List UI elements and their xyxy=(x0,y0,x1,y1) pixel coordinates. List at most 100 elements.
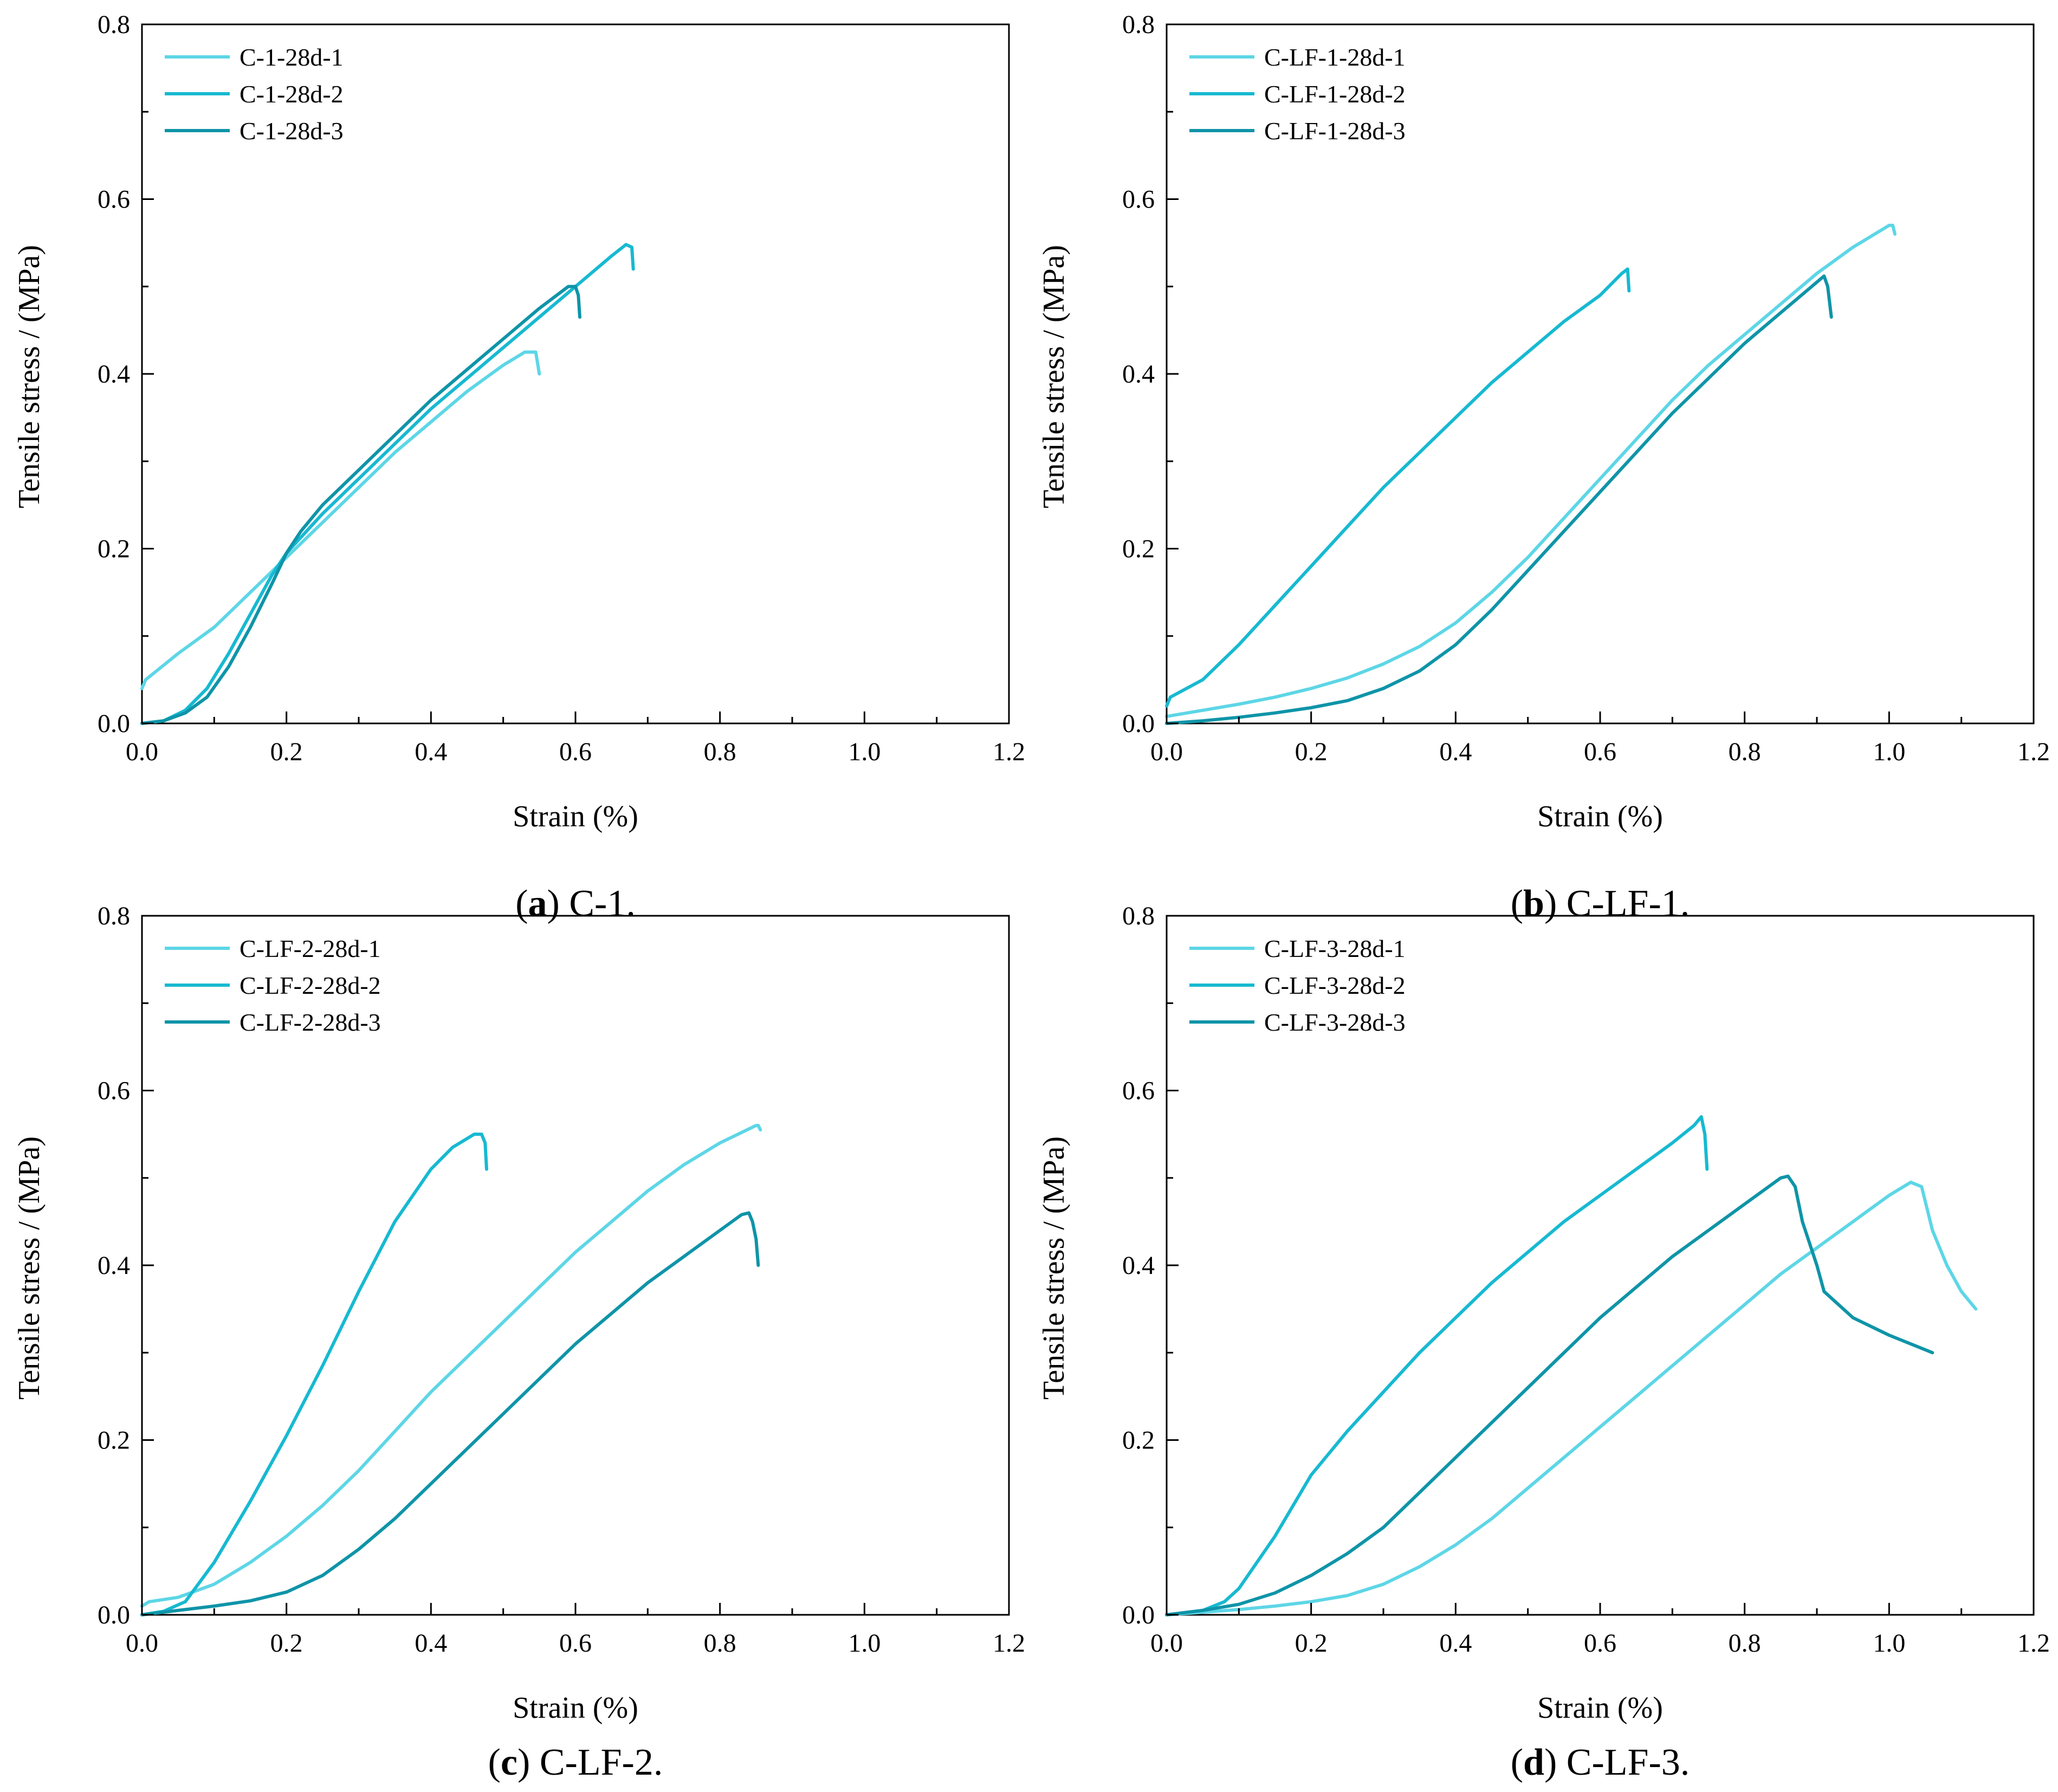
x-tick-label: 0.0 xyxy=(126,737,158,766)
y-axis: Tensile stress / (MPa) 0.0 0.2 0.4 0.6 0.8 xyxy=(12,10,154,738)
series-line-3 xyxy=(1165,1174,1934,1616)
caption-label: C-LF-2. xyxy=(540,1742,663,1783)
x-tick-label: 0.8 xyxy=(1729,1629,1761,1658)
x-tick-label: 0.0 xyxy=(126,1629,158,1658)
y-axis-title: Tensile stress / (MPa) xyxy=(12,245,46,508)
y-axis: Tensile stress / (MPa) 0.0 0.2 0.4 0.6 0.8 xyxy=(1037,10,1179,738)
x-tick-label: 0.0 xyxy=(1150,737,1183,766)
series-line-1 xyxy=(140,1124,762,1608)
caption-letter: a xyxy=(528,883,547,924)
series-line-2 xyxy=(1165,267,1631,708)
x-tick-label: 0.6 xyxy=(559,1629,592,1658)
legend-label: C-1-28d-2 xyxy=(240,80,344,108)
panel-caption: (b) C-LF-1. xyxy=(1511,883,1690,924)
x-tick-label: 1.2 xyxy=(2017,737,2050,766)
y-tick-label: 0.0 xyxy=(98,1601,130,1629)
legend-label: C-LF-3-28d-3 xyxy=(1264,1008,1406,1036)
panel-a: Tensile stress / (MPa) 0.0 0.2 0.4 0.6 0.8 S… xyxy=(12,10,1025,924)
x-tick-label: 0.2 xyxy=(270,1629,303,1658)
y-tick-label: 0.8 xyxy=(98,10,130,39)
x-axis-title: Strain (%) xyxy=(513,800,638,833)
legend: C-LF-1-28d-1 C-LF-1-28d-2 C-LF-1-28d-3 xyxy=(1189,43,1406,145)
y-tick-label: 0.8 xyxy=(1122,10,1155,39)
y-tick-label: 0.4 xyxy=(98,1251,130,1280)
caption-letter: c xyxy=(501,1742,517,1783)
legend-label: C-LF-1-28d-1 xyxy=(1264,43,1406,71)
y-tick-label: 0.6 xyxy=(1122,1077,1155,1105)
y-tick-label: 0.8 xyxy=(98,902,130,930)
x-tick-label: 0.4 xyxy=(1439,1629,1472,1658)
x-tick-label: 1.0 xyxy=(1873,1629,1905,1658)
series-line-3 xyxy=(140,1211,760,1616)
series-line-1 xyxy=(1165,223,1897,719)
legend-label: C-1-28d-3 xyxy=(240,117,344,145)
series-line-2 xyxy=(1165,1115,1709,1616)
caption-label: C-LF-3. xyxy=(1567,1742,1690,1783)
y-tick-label: 0.4 xyxy=(98,360,130,389)
y-tick-label: 0.2 xyxy=(1122,535,1155,564)
x-tick-label: 0.4 xyxy=(415,737,447,766)
x-tick-label: 0.2 xyxy=(1295,1629,1328,1658)
y-tick-label: 0.4 xyxy=(1122,1251,1155,1280)
x-tick-label: 0.6 xyxy=(1584,1629,1616,1658)
legend-label: C-LF-1-28d-3 xyxy=(1264,117,1406,145)
series-line-3 xyxy=(1165,274,1833,725)
series-line-1 xyxy=(140,350,541,690)
y-axis-title: Tensile stress / (MPa) xyxy=(12,1136,46,1400)
y-tick-label: 0.0 xyxy=(1122,709,1155,738)
panel-caption: (a) C-1. xyxy=(515,883,636,924)
legend-label: C-LF-3-28d-2 xyxy=(1264,972,1406,999)
legend-label: C-LF-3-28d-1 xyxy=(1264,935,1406,962)
x-axis-title: Strain (%) xyxy=(1537,1691,1663,1725)
legend-label: C-LF-2-28d-2 xyxy=(240,972,381,999)
legend-label: C-LF-1-28d-2 xyxy=(1264,80,1406,108)
panel-caption: (d) C-LF-3. xyxy=(1511,1742,1690,1783)
x-axis: Strain (%) 0.0 0.2 0.4 0.6 0.8 1.0 1.2 xyxy=(1150,711,2050,833)
panel-c: Tensile stress / (MPa) 0.0 0.2 0.4 0.6 0.8 S… xyxy=(12,902,1025,1783)
x-tick-label: 1.0 xyxy=(1873,737,1905,766)
y-tick-label: 0.0 xyxy=(98,709,130,738)
x-tick-label: 1.2 xyxy=(993,737,1025,766)
legend: C-LF-3-28d-1 C-LF-3-28d-2 C-LF-3-28d-3 xyxy=(1189,935,1406,1036)
series-line-1 xyxy=(1165,1180,1978,1616)
x-tick-label: 0.8 xyxy=(704,1629,736,1658)
y-tick-label: 0.2 xyxy=(1122,1426,1155,1455)
x-tick-label: 1.2 xyxy=(2017,1629,2050,1658)
caption-letter: d xyxy=(1523,1742,1544,1783)
x-tick-label: 0.4 xyxy=(415,1629,447,1658)
caption-label: C-LF-1. xyxy=(1567,883,1690,924)
legend: C-LF-2-28d-1 C-LF-2-28d-2 C-LF-2-28d-3 xyxy=(165,935,381,1036)
legend: C-1-28d-1 C-1-28d-2 C-1-28d-3 xyxy=(165,43,344,145)
y-axis: Tensile stress / (MPa) 0.0 0.2 0.4 0.6 0.8 xyxy=(12,902,154,1629)
x-tick-label: 0.2 xyxy=(270,737,303,766)
panel-b: Tensile stress / (MPa) 0.0 0.2 0.4 0.6 0.8 S… xyxy=(1037,10,2050,924)
y-tick-label: 0.8 xyxy=(1122,902,1155,930)
x-tick-label: 0.6 xyxy=(559,737,592,766)
panel-d: Tensile stress / (MPa) 0.0 0.2 0.4 0.6 0.8 S… xyxy=(1037,902,2050,1783)
x-tick-label: 0.4 xyxy=(1439,737,1472,766)
panel-caption: (c) C-LF-2. xyxy=(488,1742,663,1783)
y-axis-title: Tensile stress / (MPa) xyxy=(1037,1136,1071,1400)
x-tick-label: 0.0 xyxy=(1150,1629,1183,1658)
y-tick-label: 0.2 xyxy=(98,535,130,564)
x-tick-label: 1.0 xyxy=(848,1629,881,1658)
legend-label: C-1-28d-1 xyxy=(240,43,344,71)
y-tick-label: 0.2 xyxy=(98,1426,130,1455)
x-tick-label: 1.0 xyxy=(848,737,881,766)
y-tick-label: 0.4 xyxy=(1122,360,1155,389)
x-tick-label: 1.2 xyxy=(993,1629,1025,1658)
x-axis: Strain (%) 0.0 0.2 0.4 0.6 0.8 1.0 1.2 xyxy=(126,711,1025,833)
y-tick-label: 0.6 xyxy=(98,185,130,214)
caption-label: C-1. xyxy=(569,883,636,924)
x-axis-title: Strain (%) xyxy=(513,1691,638,1725)
y-tick-label: 0.0 xyxy=(1122,1601,1155,1629)
series-line-3 xyxy=(140,284,581,725)
legend-label: C-LF-2-28d-3 xyxy=(240,1008,381,1036)
caption-letter: b xyxy=(1523,883,1544,924)
x-axis-title: Strain (%) xyxy=(1537,800,1663,833)
x-tick-label: 0.2 xyxy=(1295,737,1328,766)
x-tick-label: 0.8 xyxy=(704,737,736,766)
y-axis-title: Tensile stress / (MPa) xyxy=(1037,245,1071,508)
y-axis: Tensile stress / (MPa) 0.0 0.2 0.4 0.6 0.8 xyxy=(1037,902,1179,1629)
series-line-2 xyxy=(140,243,635,725)
